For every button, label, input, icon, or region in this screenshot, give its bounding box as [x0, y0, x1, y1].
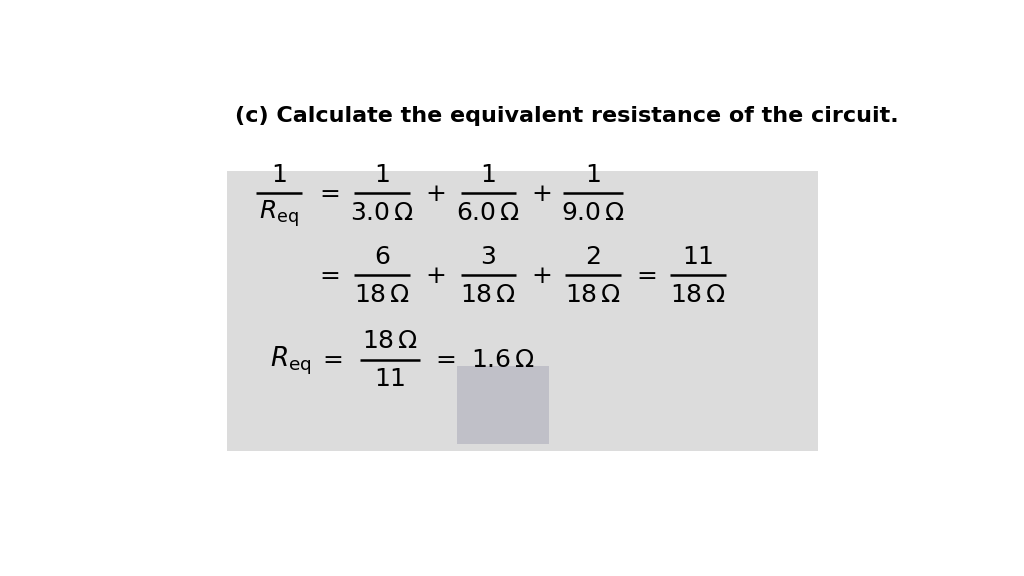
Text: $1$: $1$	[586, 164, 601, 187]
Text: +: +	[426, 265, 446, 288]
Text: $9.0\,\Omega$: $9.0\,\Omega$	[561, 202, 625, 225]
Text: +: +	[426, 183, 446, 206]
Text: $1.6\,\Omega$: $1.6\,\Omega$	[471, 350, 535, 373]
Text: $1$: $1$	[271, 164, 287, 187]
Text: $18\,\Omega$: $18\,\Omega$	[354, 284, 410, 307]
Text: $1$: $1$	[374, 164, 390, 187]
Text: =: =	[319, 183, 340, 206]
Text: $R_{\mathrm{eq}}$: $R_{\mathrm{eq}}$	[270, 345, 311, 377]
Text: (c) Calculate the equivalent resistance of the circuit.: (c) Calculate the equivalent resistance …	[236, 105, 899, 126]
Text: $R_{\mathrm{eq}}$: $R_{\mathrm{eq}}$	[259, 198, 299, 229]
FancyBboxPatch shape	[458, 366, 549, 444]
Text: $6.0\,\Omega$: $6.0\,\Omega$	[457, 202, 520, 225]
Text: =: =	[435, 350, 456, 373]
FancyBboxPatch shape	[227, 171, 818, 450]
Text: =: =	[319, 265, 340, 288]
Text: $18\,\Omega$: $18\,\Omega$	[565, 284, 622, 307]
Text: $11$: $11$	[682, 246, 714, 269]
Text: +: +	[531, 183, 552, 206]
Text: =: =	[637, 265, 657, 288]
Text: $18\,\Omega$: $18\,\Omega$	[361, 331, 418, 354]
Text: $3.0\,\Omega$: $3.0\,\Omega$	[350, 202, 414, 225]
Text: +: +	[531, 265, 552, 288]
Text: $18\,\Omega$: $18\,\Omega$	[670, 284, 726, 307]
Text: $1$: $1$	[480, 164, 496, 187]
Text: $3$: $3$	[480, 246, 497, 269]
Text: $6$: $6$	[374, 246, 390, 269]
Text: =: =	[323, 350, 343, 373]
Text: $18\,\Omega$: $18\,\Omega$	[460, 284, 516, 307]
Text: $11$: $11$	[374, 368, 406, 391]
Text: $2$: $2$	[586, 246, 601, 269]
